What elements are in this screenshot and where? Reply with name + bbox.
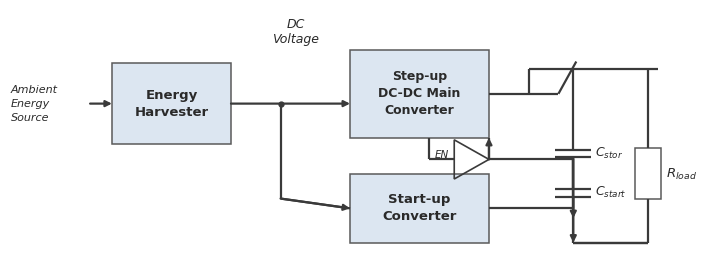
Bar (635, 148, 660, 199)
Text: $C_{stor}$: $C_{stor}$ (595, 146, 623, 161)
Text: Ambient
Energy
Source: Ambient Energy Source (11, 84, 58, 122)
Bar (350, 174, 489, 243)
Text: Start-up
Converter: Start-up Converter (382, 193, 457, 223)
Text: Step-up
DC-DC Main
Converter: Step-up DC-DC Main Converter (378, 70, 461, 117)
Text: $C_{start}$: $C_{start}$ (595, 185, 626, 200)
Text: $R_{load}$: $R_{load}$ (665, 167, 697, 182)
Text: DC: DC (286, 18, 305, 31)
Text: EN: EN (435, 149, 449, 159)
Text: Voltage: Voltage (272, 34, 319, 46)
Text: Energy
Harvester: Energy Harvester (134, 89, 208, 119)
Bar (112, 63, 231, 144)
Bar (350, 50, 489, 138)
